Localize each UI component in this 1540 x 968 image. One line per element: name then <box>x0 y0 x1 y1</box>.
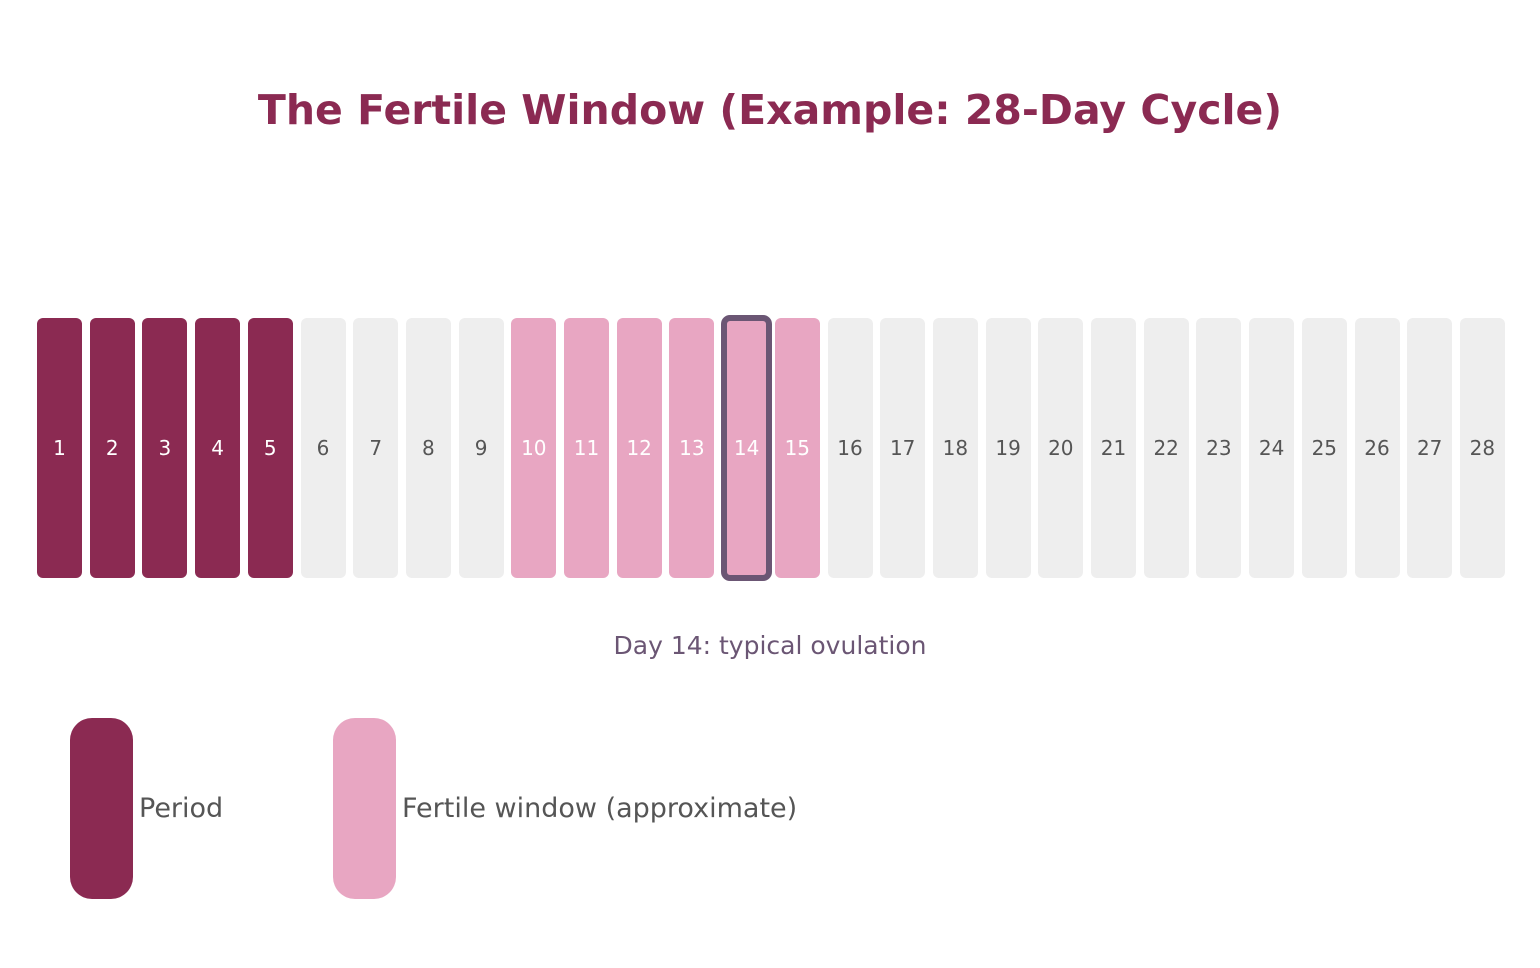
day-number-label: 12 <box>626 436 652 460</box>
day-number-label: 21 <box>1100 436 1127 460</box>
day-number-label: 15 <box>784 436 811 460</box>
day-cell-fertile: 13 <box>669 318 715 578</box>
day-number-label: 22 <box>1153 436 1179 460</box>
day-cell-period: 3 <box>142 318 188 578</box>
day-cell-other: 22 <box>1143 318 1189 578</box>
day-number-label: 7 <box>369 436 383 460</box>
day-number-label: 6 <box>316 436 330 460</box>
day-number-label: 4 <box>211 436 224 460</box>
day-number-label: 26 <box>1364 436 1390 460</box>
day-cell-period: 1 <box>37 318 82 578</box>
day-number-label: 16 <box>837 436 863 460</box>
day-cell-other: 27 <box>1407 318 1453 578</box>
day-number-label: 18 <box>942 436 969 460</box>
day-cell-other: 20 <box>1038 318 1084 578</box>
day-number-label: 13 <box>679 436 705 460</box>
legend-item-fertile: Fertile window (approximate) <box>333 718 797 899</box>
day-cell-period: 2 <box>89 318 135 578</box>
day-cell-other: 8 <box>405 318 451 578</box>
day-number-label: 20 <box>1048 436 1074 460</box>
day-number-label: 27 <box>1416 436 1443 460</box>
day-number-label: 14 <box>733 436 760 460</box>
day-cell-other: 19 <box>985 318 1031 578</box>
day-cell-other: 6 <box>300 318 346 578</box>
day-cell-period: 4 <box>195 318 241 578</box>
day-number-label: 9 <box>474 436 488 460</box>
day-number-label: 8 <box>422 436 435 460</box>
cycle-day-strip: 1 2 3 4 5 6 7 8 9 10 11 12 13 14 15 16 17 18 19 20 21 22 23 24 2… <box>37 315 1505 581</box>
day-cell-other: 25 <box>1301 318 1347 578</box>
day-number-label: 3 <box>158 436 172 460</box>
ovulation-caption: Day 14: typical ovulation <box>613 631 927 660</box>
day-cell-period: 5 <box>247 318 293 578</box>
day-cell-fertile: 10 <box>511 318 557 578</box>
day-cell-other: 24 <box>1249 318 1295 578</box>
legend-item-period: Period <box>70 718 223 899</box>
day-number-label: 23 <box>1206 436 1232 460</box>
day-number-label: 11 <box>573 436 600 460</box>
day-number-label: 28 <box>1469 436 1496 460</box>
day-cell-ovulation: 14 <box>721 315 773 581</box>
day-cell-other: 9 <box>458 318 504 578</box>
legend-label-fertile: Fertile window (approximate) <box>402 793 798 824</box>
day-cell-other: 23 <box>1196 318 1242 578</box>
day-cell-other: 18 <box>932 318 978 578</box>
day-number-label: 5 <box>263 436 277 460</box>
day-cell-other: 7 <box>353 318 399 578</box>
day-cell-fertile: 12 <box>616 318 662 578</box>
legend-swatch-fertile <box>333 718 396 899</box>
day-cell-other: 17 <box>880 318 926 578</box>
legend-label-period: Period <box>139 793 224 824</box>
day-cell-other: 16 <box>827 318 873 578</box>
day-number-label: 25 <box>1311 436 1338 460</box>
legend-swatch-period <box>70 718 133 899</box>
day-number-label: 24 <box>1258 436 1285 460</box>
diagram-title: The Fertile Window (Example: 28-Day Cycl… <box>257 86 1283 134</box>
day-number-label: 19 <box>995 436 1021 460</box>
day-number-label: 10 <box>521 436 547 460</box>
day-cell-other: 21 <box>1091 318 1136 578</box>
day-number-label: 2 <box>105 436 119 460</box>
day-cell-fertile: 15 <box>774 318 820 578</box>
day-number-label: 1 <box>53 436 66 460</box>
day-number-label: 17 <box>889 436 916 460</box>
day-cell-other: 28 <box>1459 318 1505 578</box>
day-cell-other: 26 <box>1354 318 1400 578</box>
day-cell-fertile: 11 <box>564 318 609 578</box>
